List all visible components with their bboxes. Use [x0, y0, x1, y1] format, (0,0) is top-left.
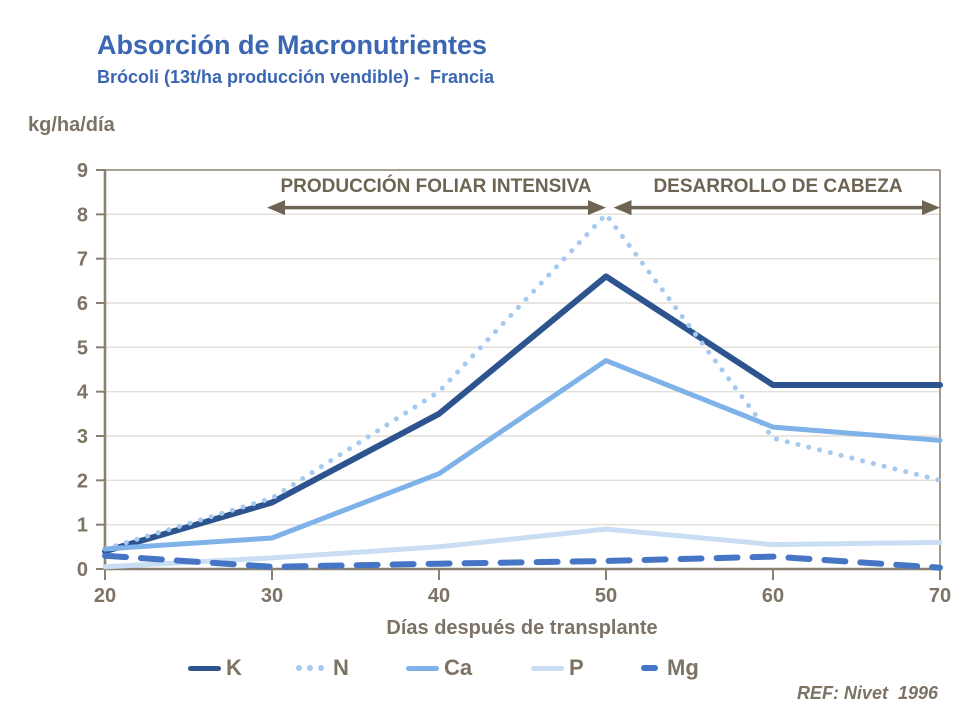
svg-text:60: 60 [762, 585, 784, 607]
legend-item-mg: Mg [641, 655, 699, 681]
legend-item-k: K [188, 655, 242, 681]
legend-label-k: K [226, 655, 242, 680]
y-axis-unit-label: kg/ha/día [28, 114, 115, 136]
svg-text:1: 1 [77, 515, 88, 537]
k-line-swatch-icon [188, 665, 221, 671]
x-axis-title: Días después de transplante [386, 617, 658, 639]
p-line-swatch-icon [531, 665, 564, 671]
svg-text:20: 20 [94, 585, 116, 607]
legend-label-n: N [333, 655, 349, 680]
legend-item-ca: Ca [406, 655, 472, 681]
reference-text: REF: Nivet 1996 [796, 683, 938, 703]
phase-label-foliar: PRODUCCIÓN FOLIAR INTENSIVA [280, 176, 592, 197]
svg-text:8: 8 [77, 204, 88, 226]
page-title: Absorción de Macronutrientes [97, 30, 488, 60]
mg-dash-swatch-icon [641, 665, 658, 671]
svg-text:3: 3 [77, 426, 88, 448]
ca-line-swatch-icon [406, 665, 439, 671]
svg-text:0: 0 [77, 559, 88, 581]
svg-text:7: 7 [77, 249, 88, 271]
svg-text:50: 50 [595, 585, 617, 607]
svg-text:2: 2 [77, 470, 88, 492]
svg-text:4: 4 [77, 382, 89, 404]
legend-item-n: N [296, 655, 349, 681]
legend-label-mg: Mg [667, 655, 699, 680]
legend-label-p: P [569, 655, 584, 680]
page-subtitle: Brócoli (13t/ha producción vendible) - F… [97, 67, 495, 87]
phase-label-cabeza: DESARROLLO DE CABEZA [653, 176, 903, 197]
svg-text:5: 5 [77, 337, 88, 359]
n-dotted-swatch-icon [296, 665, 324, 671]
legend-item-p: P [531, 655, 584, 681]
chart-header: Absorción de Macronutrientes Brócoli (13… [97, 30, 494, 88]
legend-label-ca: Ca [444, 655, 473, 680]
svg-text:9: 9 [77, 160, 88, 182]
svg-text:70: 70 [929, 585, 951, 607]
svg-text:30: 30 [261, 585, 283, 607]
svg-text:40: 40 [428, 585, 450, 607]
svg-text:6: 6 [77, 293, 88, 315]
